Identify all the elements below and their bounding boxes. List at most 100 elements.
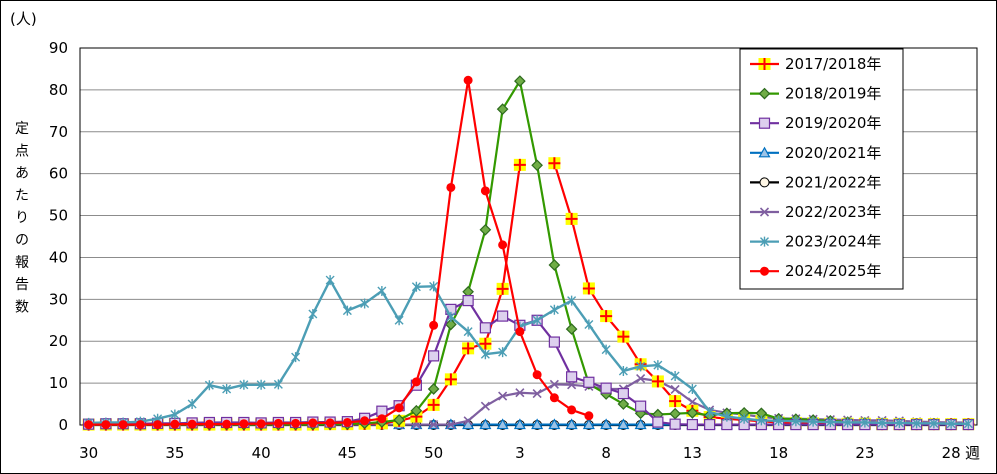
data-point (669, 395, 682, 408)
legend-label: 2020/2021年 (785, 144, 881, 162)
data-point (256, 419, 266, 429)
x-axis-unit: 週 (965, 444, 980, 462)
data-point (462, 342, 475, 355)
x-tick-label: 45 (338, 444, 357, 462)
y-tick-label: 0 (58, 416, 68, 434)
legend-label: 2024/2025年 (785, 262, 881, 280)
data-point (565, 212, 578, 225)
data-point (652, 416, 664, 428)
y-axis-label-char: の (15, 233, 29, 249)
data-point (480, 349, 490, 360)
data-point (582, 418, 595, 430)
data-point (548, 259, 561, 271)
data-point (342, 305, 352, 316)
data-point (118, 420, 128, 430)
y-tick-label: 80 (49, 81, 68, 99)
data-point (963, 418, 973, 429)
data-point (377, 414, 387, 424)
data-point (84, 420, 94, 430)
y-axis-label-char: 定 (15, 121, 29, 137)
data-point (273, 418, 283, 428)
x-tick-label: 35 (165, 444, 184, 462)
x-tick-label: 28 (942, 444, 961, 462)
data-point (479, 322, 491, 334)
data-point (428, 350, 440, 362)
data-point (496, 103, 509, 116)
data-point (463, 416, 473, 426)
data-point (549, 379, 559, 389)
data-point (636, 361, 646, 372)
y-tick-label: 60 (49, 165, 68, 183)
data-point (170, 409, 180, 420)
legend-label: 2022/2023年 (785, 203, 881, 221)
data-point (583, 376, 595, 388)
x-axis-ticks: 30 35 40 45 50 3 8 13 18 23 28 (79, 444, 961, 462)
data-point (446, 311, 456, 322)
data-point (462, 294, 474, 307)
data-point (686, 418, 698, 431)
unit-label: (人) (10, 10, 37, 28)
y-axis-ticks: 0 10 20 30 40 50 60 70 80 90 (49, 39, 68, 434)
data-point (617, 330, 630, 343)
data-point (515, 388, 525, 398)
legend-item: 2022/2023年 (750, 203, 881, 221)
series-layer (82, 75, 975, 431)
legend-item: 2020/2021年 (750, 144, 881, 162)
data-point (601, 344, 611, 355)
data-point (239, 379, 249, 390)
data-point (393, 414, 405, 426)
data-point (653, 360, 663, 371)
legend-item: 2018/2019年 (750, 85, 881, 103)
series-7 (84, 75, 594, 430)
data-point (705, 407, 715, 418)
data-point (427, 398, 440, 411)
series-line (88, 164, 521, 426)
y-axis-label-char: 点 (15, 143, 29, 159)
data-point (582, 282, 595, 295)
data-point (411, 377, 421, 387)
data-point (758, 58, 771, 70)
y-tick-label: 40 (49, 248, 68, 266)
data-point (342, 417, 352, 427)
y-tick-label: 90 (49, 39, 68, 57)
data-point (498, 347, 508, 358)
data-point (480, 186, 490, 196)
data-point (565, 418, 578, 430)
data-point (498, 240, 508, 250)
data-point (463, 326, 473, 337)
data-point (135, 420, 145, 430)
data-point (686, 407, 699, 419)
x-tick-label: 18 (769, 444, 788, 462)
data-point (548, 157, 561, 170)
data-point (514, 75, 526, 87)
legend-item: 2021/2022年 (750, 173, 881, 191)
data-point (308, 418, 318, 428)
y-axis-label-char: た (15, 188, 29, 204)
data-point (758, 146, 771, 158)
data-point (929, 418, 939, 429)
data-point (687, 397, 697, 407)
data-point (513, 158, 526, 171)
data-point (669, 407, 681, 420)
data-point (567, 295, 577, 306)
data-point (291, 418, 301, 428)
data-point (548, 418, 561, 430)
series-line (88, 299, 969, 426)
legend-item: 2024/2025年 (750, 262, 881, 280)
data-point (739, 413, 749, 424)
data-point (549, 304, 559, 315)
data-point (496, 282, 509, 295)
data-point (377, 285, 387, 296)
data-point (445, 318, 457, 331)
series-line (88, 278, 969, 425)
data-point (651, 375, 664, 388)
data-point (291, 352, 301, 363)
data-point (704, 418, 716, 431)
data-point (410, 404, 423, 417)
data-point (479, 418, 492, 430)
data-point (565, 323, 578, 335)
legend-label: 2023/2024年 (785, 233, 881, 251)
x-tick-label: 23 (855, 444, 874, 462)
legend-label: 2021/2022年 (785, 173, 881, 191)
